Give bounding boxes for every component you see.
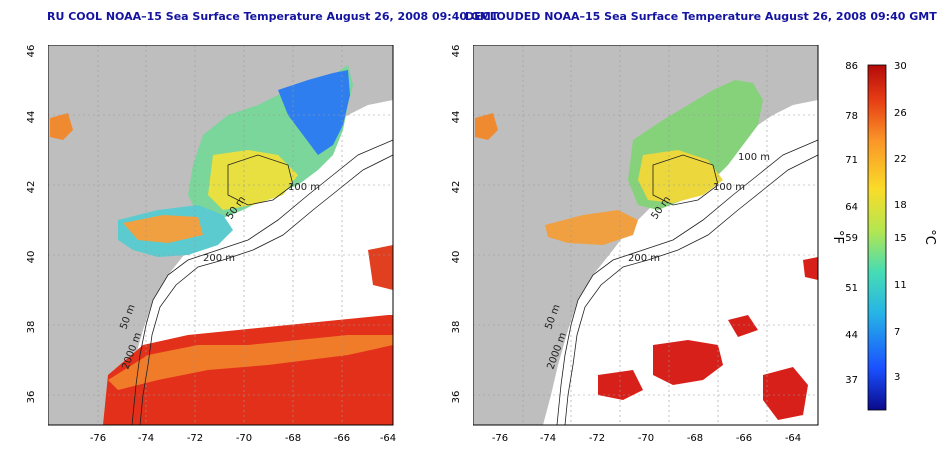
contour-label-100m: 100 m (713, 182, 745, 193)
lon-tick-label: -76 (90, 433, 106, 444)
lon-tick-label: -70 (638, 433, 654, 444)
sst-patch-gulf-stream (728, 315, 758, 337)
celsius-tick: 15 (894, 233, 907, 244)
graticule (48, 45, 393, 425)
lat-tick-label: 42 (26, 181, 37, 194)
sst-patch-orange (545, 210, 638, 245)
lon-tick-label: -66 (736, 433, 752, 444)
sst-map-declouded: 100 m 100 m 50 m 200 m 50 m 2000 m -76 -… (473, 45, 819, 444)
sst-patch-east-warm (803, 257, 818, 280)
sst-patch-land-lake (50, 113, 73, 140)
sst-patch-warm-shelf (208, 150, 298, 210)
celsius-tick: 3 (894, 372, 900, 383)
sst-map-raw: 100 m 50 m 200 m 50 m 2000 m -76 -74 -72… (48, 45, 396, 444)
lat-tick-label: 40 (26, 251, 37, 264)
celsius-tick: 26 (894, 108, 907, 119)
sst-patch-gulf-stream (598, 370, 643, 400)
fahrenheit-tick: 37 (845, 375, 858, 386)
celsius-tick: 30 (894, 61, 907, 72)
lat-tick-labels-left: 46 44 42 40 38 36 (26, 45, 37, 404)
sst-patch-cold (278, 70, 350, 155)
contour-label-100m: 100 m (738, 152, 770, 163)
lat-tick-label: 42 (451, 181, 462, 194)
colorbar-gradient (867, 64, 887, 411)
lon-tick-label: -68 (285, 433, 301, 444)
lat-tick-label: 44 (26, 111, 37, 124)
lon-tick-label: -68 (687, 433, 703, 444)
lon-tick-label: -64 (380, 433, 396, 444)
lon-tick-label: -64 (785, 433, 801, 444)
sst-patch-gulf-stream (763, 367, 808, 420)
lat-tick-label: 38 (451, 321, 462, 334)
lon-tick-label: -66 (334, 433, 350, 444)
fahrenheit-axis-label: °F (830, 230, 845, 244)
fahrenheit-tick: 71 (845, 155, 858, 166)
fahrenheit-tick: 51 (845, 283, 858, 294)
bathymetry-contours (556, 139, 819, 426)
graticule (473, 45, 818, 425)
fahrenheit-tick: 86 (845, 61, 858, 72)
lat-tick-label: 36 (26, 391, 37, 404)
sst-patch-east-warm (368, 245, 393, 290)
lat-tick-label: 44 (451, 111, 462, 124)
contour-label-100m: 100 m (288, 182, 320, 193)
celsius-tick: 18 (894, 200, 907, 211)
lon-tick-label: -72 (589, 433, 605, 444)
left-map-title: RU COOL NOAA–15 Sea Surface Temperature … (47, 10, 499, 23)
lat-tick-label: 40 (451, 251, 462, 264)
map-frame (48, 45, 394, 426)
contour-label-200m: 200 m (628, 253, 660, 264)
right-map-title: DECLOUDED NOAA–15 Sea Surface Temperatur… (465, 10, 937, 23)
lat-tick-label: 46 (451, 45, 462, 57)
sst-patch-orange (123, 215, 203, 243)
celsius-tick: 11 (894, 280, 907, 291)
lat-tick-label: 46 (26, 45, 37, 57)
lat-tick-label: 36 (451, 391, 462, 404)
lon-tick-label: -74 (540, 433, 556, 444)
fahrenheit-tick: 64 (845, 202, 858, 213)
lon-tick-label: -74 (138, 433, 154, 444)
sst-patch-land-lake (475, 113, 498, 140)
fahrenheit-tick: 78 (845, 111, 858, 122)
celsius-axis-label: °C (922, 229, 937, 245)
lat-tick-label: 38 (26, 321, 37, 334)
lon-tick-label: -72 (187, 433, 203, 444)
lon-tick-label: -70 (236, 433, 252, 444)
temperature-colorbar: 86 78 71 64 59 51 44 37 30 26 22 18 15 1… (830, 61, 937, 411)
fahrenheit-tick: 44 (845, 330, 858, 341)
celsius-tick: 22 (894, 154, 907, 165)
lat-tick-labels-right: 46 44 42 40 38 36 (451, 45, 462, 404)
contour-label-200m: 200 m (203, 253, 235, 264)
bathymetry-contours (131, 139, 394, 426)
lon-tick-labels: -76 -74 -72 -70 -68 -66 -64 (90, 433, 396, 444)
sst-patch-gulf-stream (653, 340, 723, 385)
map-frame (473, 45, 819, 426)
celsius-tick: 7 (894, 327, 900, 338)
lon-tick-label: -76 (492, 433, 508, 444)
sst-patch-gulf-stream-edge (108, 335, 393, 390)
lon-tick-labels: -76 -74 -72 -70 -68 -66 -64 (492, 433, 801, 444)
fahrenheit-tick: 59 (845, 233, 858, 244)
